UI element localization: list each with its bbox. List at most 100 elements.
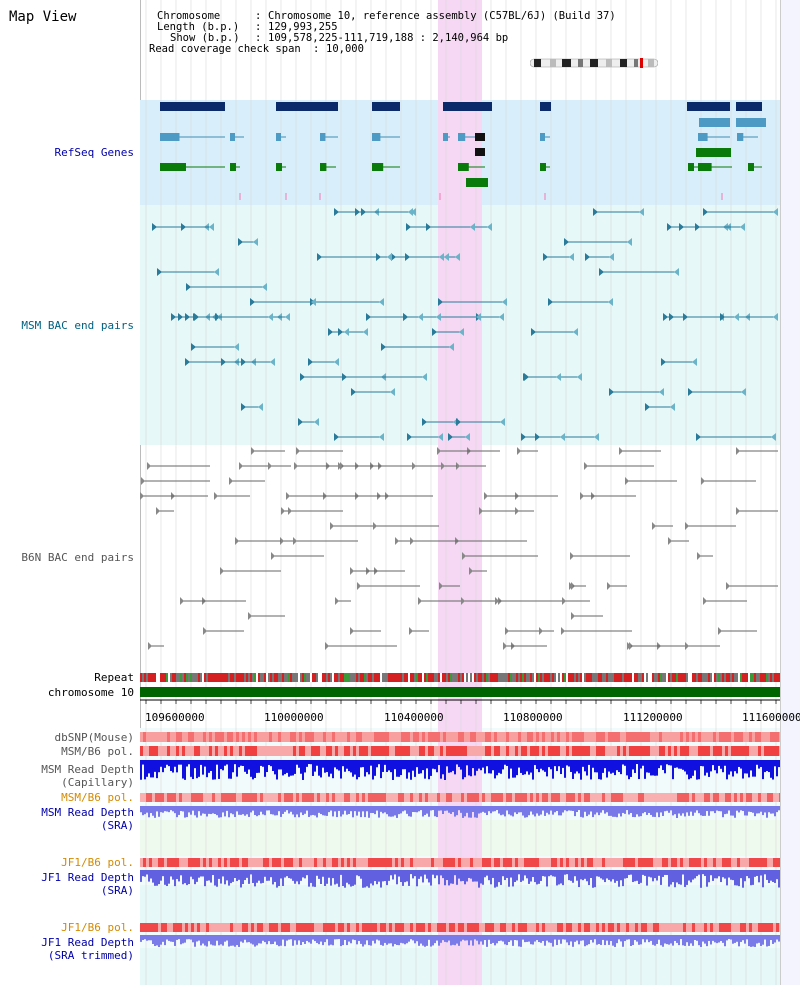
repeat-mark [404,673,406,682]
heat-strip-cell [437,793,440,802]
heat-strip-cell [227,923,230,932]
repeat-mark [724,673,726,682]
read-depth-bar [762,870,764,888]
track-label-msm-depth-sra[interactable]: MSM Read Depth [41,806,134,819]
read-depth-bar [678,760,680,769]
read-depth-bar [694,806,696,813]
repeat-mark [542,673,544,682]
heat-strip-cell [584,793,587,802]
heat-strip-cell [647,732,650,742]
repeat-mark [144,673,146,682]
heat-strip-cell [419,793,422,802]
heat-strip-cell [422,746,425,756]
read-depth-bar [618,806,620,814]
read-depth-bar [274,760,276,775]
msm-bac-end [344,328,349,336]
read-depth-bar [228,935,230,947]
read-depth-bar [416,806,418,813]
read-depth-bar [582,935,584,941]
b6n-bac-end [685,522,689,530]
read-depth-bar [368,806,370,818]
read-depth-bar [380,870,382,888]
read-depth-bar [252,806,254,811]
heat-strip-cell [308,746,311,756]
track-label-repeat[interactable]: Repeat [94,671,134,684]
read-depth-bar [672,935,674,946]
track-label-msm-bac[interactable]: MSM BAC end pairs [21,319,134,332]
read-depth-bar [454,870,456,876]
info-colon: : [313,43,320,55]
read-depth-bar [464,935,466,941]
read-depth-bar [558,870,560,885]
track-label-dbsnp[interactable]: dbSNP(Mouse) [54,731,134,744]
read-depth-bar [566,806,568,812]
heat-strip-cell [425,732,428,742]
heat-strip-cell [173,746,176,756]
read-depth-bar [362,806,364,812]
repeat-mark [778,673,780,682]
heat-strip-cell [143,923,146,932]
heat-strip-cell [362,793,365,802]
track-label-msm-b6-pol-sra[interactable]: MSM/B6 pol. [61,791,134,804]
chromosome-ideogram[interactable] [529,53,659,68]
track-label-jf1-depth-sra[interactable]: JF1 Read Depth [41,871,134,884]
read-depth-bar [494,935,496,946]
heat-strip-cell [389,793,392,802]
track-label-refseq[interactable]: RefSeq Genes [54,146,134,159]
msm-bac-end [659,388,664,396]
msm-bac-end [185,313,190,321]
heat-strip-cell [170,858,173,867]
read-depth-bar [286,806,288,811]
read-depth-bar [680,806,682,816]
read-depth-bar [186,935,188,940]
track-label-jf1-b6-pol-trimmed[interactable]: JF1/B6 pol. [61,921,134,934]
heat-strip-cell [620,793,623,802]
heat-strip-cell [689,793,692,802]
track-label-msm-b6-pol[interactable]: MSM/B6 pol. [61,745,134,758]
read-depth-bar [276,806,278,816]
read-depth-bar [702,870,704,875]
heat-strip-cell [731,858,734,867]
track-label-chromosome[interactable]: chromosome 10 [47,686,134,699]
msm-bac-end [351,388,356,396]
heat-strip-cell [716,793,719,802]
track-label-jf1-depth-sra-sub: (SRA) [100,884,134,897]
read-depth-bar [658,806,660,818]
heat-strip-cell [599,732,602,742]
heat-strip-cell [443,858,446,867]
heat-strip-cell [461,923,464,932]
repeat-mark [142,673,144,682]
track-label-b6n-bac[interactable]: B6N BAC end pairs [21,551,134,564]
read-depth-bar [312,870,314,887]
track-label-msm-depth-capillary[interactable]: MSM Read Depth [41,763,134,776]
read-depth-bar [242,806,244,815]
track-label-jf1-depth-trimmed[interactable]: JF1 Read Depth [41,936,134,949]
read-depth-bar [164,806,166,812]
heat-strip-cell [602,732,605,742]
heat-strip-cell [458,732,461,742]
read-depth-bar [610,806,612,816]
read-depth-bar [384,760,386,765]
read-depth-bar [148,870,150,882]
heat-strip-cell [365,793,368,802]
read-depth-bar [504,870,506,881]
read-depth-bar [546,760,548,777]
genome-plot[interactable] [140,0,782,985]
heat-strip-cell [371,858,374,867]
heat-strip-cell [410,732,413,742]
refseq-gene-bar [160,102,225,111]
heat-strip-cell [221,923,224,932]
heat-strip-cell [335,732,338,742]
repeat-mark [320,673,322,682]
track-label-jf1-b6-pol[interactable]: JF1/B6 pol. [61,856,134,869]
read-depth-bar [198,806,200,812]
read-depth-bar [474,806,476,818]
read-depth-bar [638,870,640,885]
heat-strip-cell [581,923,584,932]
heat-strip-cell [434,746,437,756]
read-depth-bar [344,760,346,772]
read-depth-bar [772,935,774,944]
repeat-mark [584,673,586,682]
heat-strip-cell [635,746,638,756]
read-depth-bar [256,935,258,946]
